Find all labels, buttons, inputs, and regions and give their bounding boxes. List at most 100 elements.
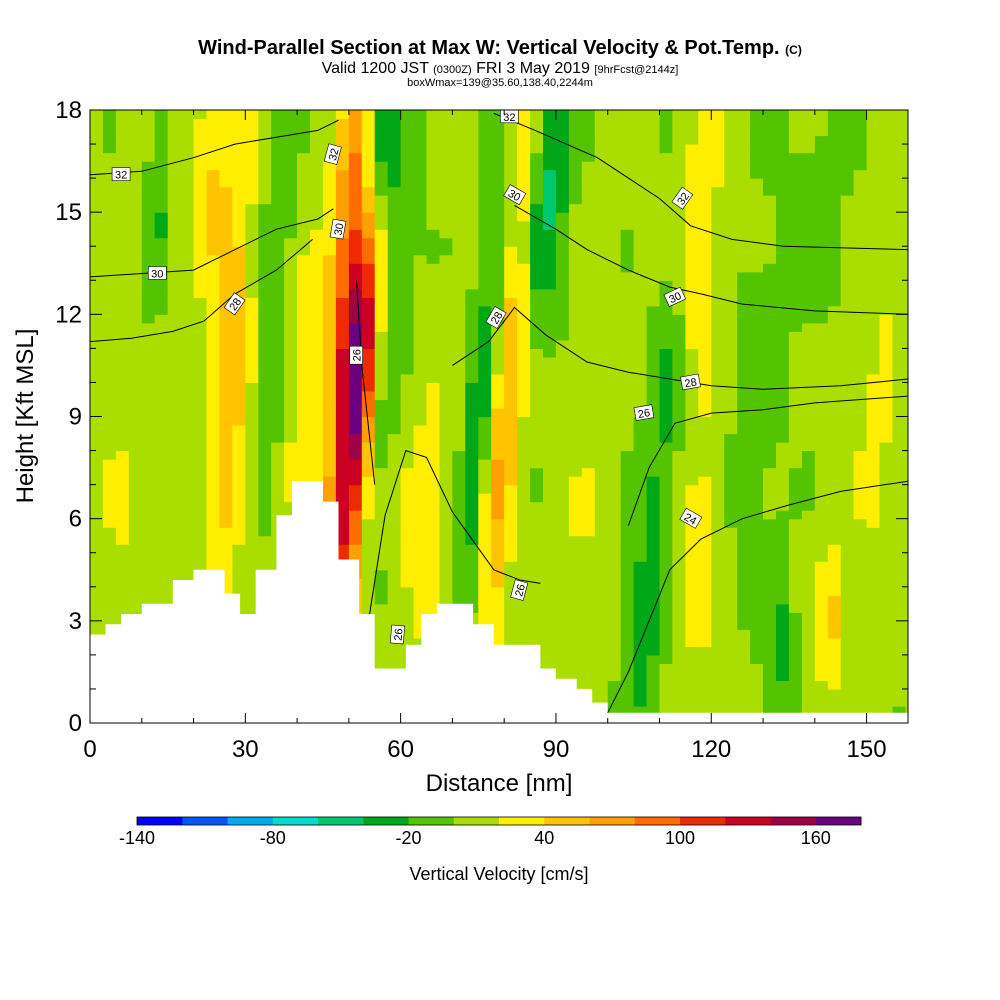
w-cell (232, 237, 246, 247)
w-cell (284, 416, 298, 426)
w-cell (245, 246, 259, 256)
w-cell (128, 373, 143, 383)
w-cell (271, 186, 285, 196)
w-cell (607, 493, 622, 503)
w-cell (659, 680, 673, 690)
w-cell (607, 527, 622, 537)
w-cell (348, 135, 363, 145)
w-cell (258, 399, 272, 409)
w-cell (711, 425, 725, 435)
w-cell (724, 527, 738, 537)
w-cell (685, 569, 699, 579)
w-cell (724, 518, 738, 528)
w-cell (776, 612, 790, 622)
w-cell (892, 535, 906, 545)
w-cell (90, 280, 104, 290)
w-cell (180, 569, 195, 579)
w-cell (724, 152, 738, 162)
w-cell (840, 212, 855, 222)
w-cell (504, 356, 518, 366)
w-cell (879, 237, 893, 247)
w-cell (905, 654, 908, 664)
w-cell (517, 263, 531, 273)
w-cell (620, 697, 635, 707)
w-cell (711, 254, 725, 264)
w-cell (180, 288, 195, 298)
w-cell (271, 348, 285, 358)
w-cell (245, 552, 259, 562)
w-cell (102, 339, 117, 349)
w-cell (426, 408, 440, 418)
w-cell (323, 348, 337, 358)
w-cell (297, 178, 311, 188)
w-cell (465, 595, 479, 605)
w-cell (400, 161, 415, 171)
w-cell (232, 195, 246, 205)
w-cell (685, 646, 699, 656)
w-cell (788, 178, 803, 188)
w-cell (90, 322, 104, 332)
w-cell (102, 569, 117, 579)
w-cell (646, 671, 661, 681)
w-cell (750, 339, 764, 349)
w-cell (750, 467, 764, 477)
w-cell (167, 552, 182, 562)
w-cell (763, 297, 777, 307)
w-cell (866, 493, 881, 503)
w-cell (504, 476, 518, 486)
w-cell (530, 552, 544, 562)
w-cell (840, 339, 855, 349)
w-cell (737, 254, 751, 264)
w-cell (297, 271, 311, 281)
x-tick-label: 30 (232, 736, 259, 763)
w-cell (517, 391, 531, 401)
w-cell (206, 246, 220, 256)
colorbar-swatch (815, 817, 862, 825)
w-cell (374, 161, 389, 171)
w-cell (426, 459, 440, 469)
w-cell (620, 280, 635, 290)
w-cell (245, 365, 259, 375)
w-cell (284, 186, 298, 196)
w-cell (400, 595, 415, 605)
colorbar-swatch (725, 817, 771, 825)
w-cell (594, 399, 609, 409)
w-cell (478, 425, 492, 435)
w-cell (452, 118, 466, 128)
w-cell (323, 127, 337, 137)
w-cell (245, 493, 259, 503)
w-cell (853, 493, 868, 503)
w-cell (827, 203, 842, 213)
w-cell (763, 254, 777, 264)
w-cell (102, 467, 117, 477)
w-cell (530, 391, 544, 401)
w-cell (853, 595, 868, 605)
w-cell (478, 535, 492, 545)
theta-contour-24 (607, 480, 908, 714)
w-cell (491, 595, 505, 605)
w-cell (426, 144, 440, 154)
w-cell (167, 280, 182, 290)
w-cell (348, 518, 363, 528)
w-cell (504, 322, 518, 332)
w-cell (633, 305, 648, 315)
w-cell (711, 544, 725, 554)
w-cell (245, 467, 259, 477)
w-cell (698, 118, 712, 128)
w-cell (620, 552, 635, 562)
w-cell (219, 220, 233, 230)
w-cell (193, 391, 207, 401)
w-cell (892, 467, 906, 477)
w-cell (814, 203, 829, 213)
w-cell (323, 433, 337, 443)
w-cell (348, 118, 363, 128)
w-cell (167, 314, 182, 324)
w-cell (348, 331, 363, 341)
w-cell (452, 578, 466, 588)
w-cell (335, 212, 350, 222)
w-cell (698, 348, 712, 358)
w-cell (361, 110, 376, 120)
w-cell (801, 578, 816, 588)
w-cell (271, 484, 285, 494)
w-cell (750, 459, 764, 469)
